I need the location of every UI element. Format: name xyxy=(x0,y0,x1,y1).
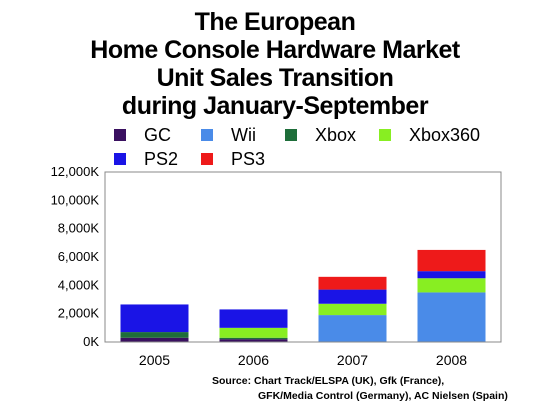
legend-label-xbox: Xbox xyxy=(315,125,357,145)
bar-segment-ps3-2008 xyxy=(417,249,486,272)
x-tick-label: 2008 xyxy=(436,352,467,368)
bar-segment-xbox360-2007 xyxy=(318,303,387,316)
source-note-line-1: Source: Chart Track/ELSPA (UK), Gfk (Fra… xyxy=(212,375,445,387)
bar-segment-xbox-2006 xyxy=(219,337,288,340)
legend-item-xbox: Xbox xyxy=(285,125,356,145)
bar-segment-ps2-2005 xyxy=(120,304,189,333)
bar-segment-ps2-2008 xyxy=(417,271,486,279)
bar-segment-xbox360-2006 xyxy=(219,327,288,338)
x-tick-label: 2007 xyxy=(337,352,368,368)
bar-segment-xbox-2005 xyxy=(120,332,189,338)
bar-segment-ps2-2007 xyxy=(318,289,387,304)
title-line-2: Home Console Hardware Market xyxy=(90,36,460,64)
legend-label-ps3: PS3 xyxy=(231,149,266,169)
legend-label-xbox360: Xbox360 xyxy=(409,125,481,145)
title-line-4: during January-September xyxy=(121,92,429,120)
x-tick-label: 2005 xyxy=(139,352,170,368)
y-tick-label: 0K xyxy=(83,334,99,349)
bar-segment-wii-2008 xyxy=(417,292,486,342)
legend-swatch-ps3 xyxy=(201,153,213,165)
bar-segment-ps3-2007 xyxy=(318,276,387,290)
source-note-line-2: GFK/Media Control (Germany), AC Nielsen … xyxy=(258,390,508,402)
legend-item-gc: GC xyxy=(114,125,171,145)
bar-segment-ps2-2006 xyxy=(219,309,288,328)
bar-segment-xbox360-2008 xyxy=(417,278,486,293)
bar-segment-wii-2007 xyxy=(318,315,387,342)
legend-swatch-wii xyxy=(201,129,213,141)
bars xyxy=(120,249,486,342)
y-tick-label: 4,000K xyxy=(58,277,100,292)
y-tick-label: 2,000K xyxy=(58,306,100,321)
plot-frame xyxy=(104,171,502,343)
y-tick-label: 8,000K xyxy=(58,221,100,236)
legend-item-ps2: PS2 xyxy=(114,149,178,169)
bar-segment-gc-2005 xyxy=(120,337,189,342)
legend-swatch-xbox xyxy=(285,129,297,141)
legend-label-gc: GC xyxy=(144,125,171,145)
legend-swatch-xbox360 xyxy=(379,129,391,141)
legend-item-ps3: PS3 xyxy=(201,149,265,169)
bar-segment-gc-2006 xyxy=(219,339,288,342)
legend-item-xbox360: Xbox360 xyxy=(379,125,480,145)
legend-label-wii: Wii xyxy=(231,125,256,145)
legend-item-wii: Wii xyxy=(201,125,256,145)
title-line-3: Unit Sales Transition xyxy=(156,64,394,92)
y-tick-label: 6,000K xyxy=(58,249,100,264)
y-tick-label: 10,000K xyxy=(51,192,100,207)
y-tick-label: 12,000K xyxy=(51,164,100,179)
legend-swatch-gc xyxy=(114,129,126,141)
legend-label-ps2: PS2 xyxy=(144,149,179,169)
x-tick-label: 2006 xyxy=(238,352,269,368)
y-axis-ticks: 0K 2,000K 4,000K 6,000K 8,000K 10,000K 12,000K xyxy=(51,164,100,349)
legend-swatch-ps2 xyxy=(114,153,126,165)
title-line-1: The European xyxy=(194,8,356,36)
x-axis-labels: 2005 2006 2007 2008 xyxy=(139,352,467,368)
